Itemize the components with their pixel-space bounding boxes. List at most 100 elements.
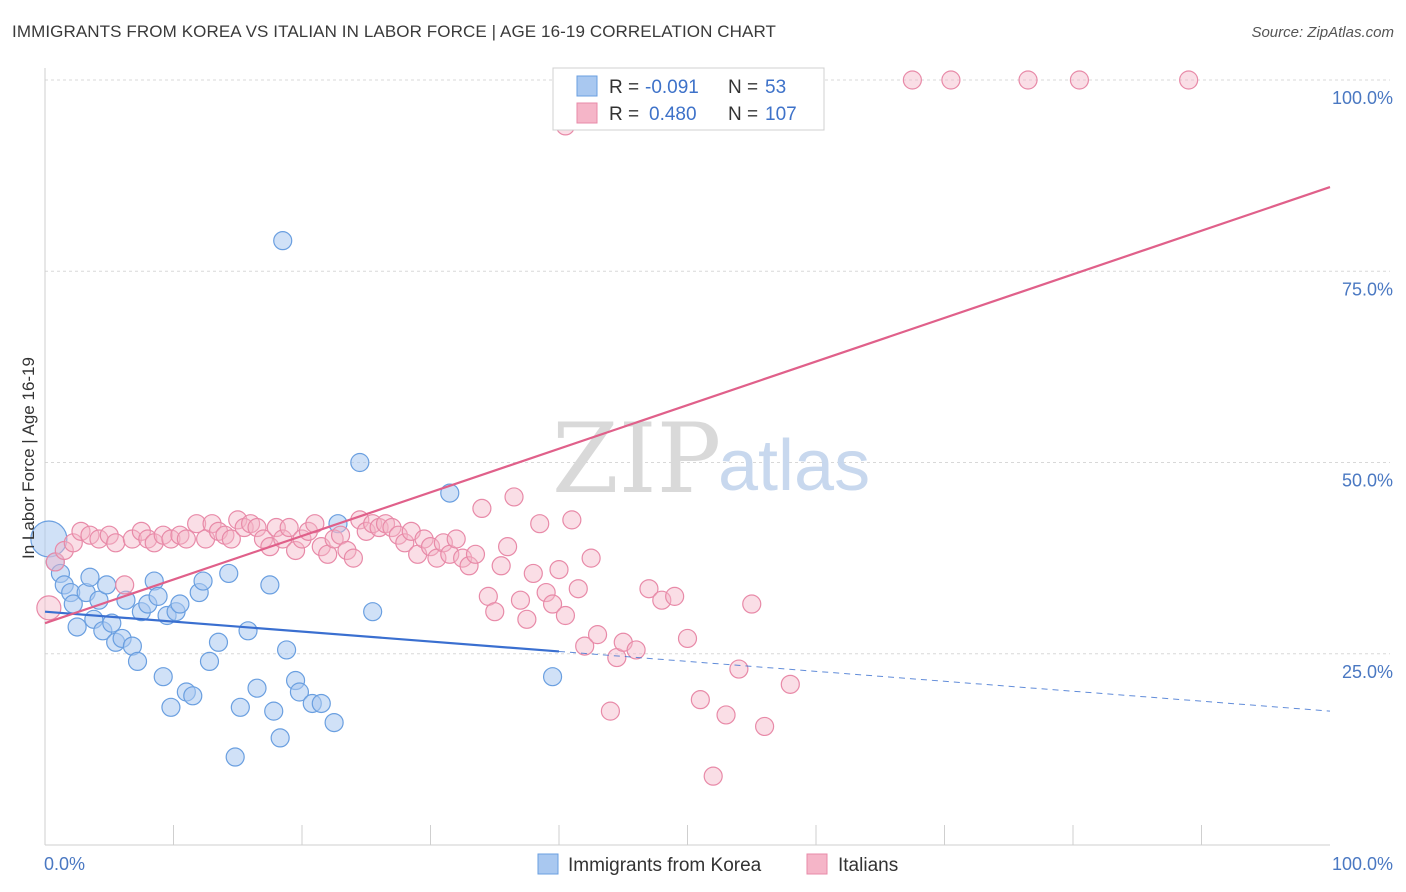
italian-point <box>716 705 736 725</box>
italian-point <box>504 487 524 507</box>
italian-point <box>187 514 207 534</box>
italian-point <box>742 594 762 614</box>
legend-r-label-italians: R = <box>609 104 639 125</box>
italian-trend-line <box>44 186 1331 625</box>
series-korea-points <box>30 231 563 767</box>
korea-trend-extension <box>558 650 1331 712</box>
italian-point <box>542 594 563 614</box>
korea-point <box>363 602 383 622</box>
korea-point <box>102 613 122 633</box>
italian-point <box>498 537 518 557</box>
italian-point <box>587 625 608 645</box>
italian-point <box>176 529 196 549</box>
legend-n-label-korea: N = <box>728 77 758 98</box>
y-tick-label: 50.0% <box>1342 471 1393 491</box>
trend-lines <box>44 186 1331 712</box>
italian-point <box>343 548 363 568</box>
italian-point <box>131 521 151 541</box>
korea-point <box>219 563 239 584</box>
italian-point <box>459 556 479 576</box>
italian-point <box>388 525 408 545</box>
watermark-atlas: atlas <box>718 426 870 506</box>
korea-point <box>311 693 331 714</box>
korea-point <box>89 590 109 610</box>
italian-point <box>523 563 543 584</box>
korea-point <box>270 728 290 748</box>
chart-title: IMMIGRANTS FROM KOREA VS ITALIAN IN LABO… <box>12 22 777 41</box>
italian-point <box>420 537 441 557</box>
italian-point <box>1179 70 1199 90</box>
italian-point <box>472 498 492 518</box>
bottom-legend: Immigrants from Korea Italians <box>537 853 898 876</box>
italian-point <box>414 529 434 549</box>
axes <box>44 68 1330 846</box>
korea-point <box>260 575 280 595</box>
legend-swatch-korea <box>576 75 598 97</box>
italian-point <box>902 70 922 90</box>
y-tick-label: 75.0% <box>1342 279 1393 299</box>
korea-point <box>148 586 168 606</box>
italian-point <box>247 517 267 538</box>
italian-point <box>729 659 749 679</box>
korea-point <box>542 667 563 687</box>
italian-point <box>221 529 241 549</box>
legend-frame <box>552 67 825 131</box>
italian-point <box>433 533 453 553</box>
italian-point <box>395 533 415 553</box>
italian-point <box>491 556 511 576</box>
korea-point <box>170 594 190 614</box>
korea-point <box>225 747 245 767</box>
korea-point <box>67 617 87 637</box>
italian-point <box>356 521 376 541</box>
korea-point <box>161 697 181 717</box>
korea-point <box>350 452 370 473</box>
chart-source: Source: ZipAtlas.com <box>1251 24 1394 41</box>
y-tick-label: 100.0% <box>1332 88 1393 108</box>
italian-point <box>228 510 248 530</box>
x-tick-labels: 0.0% 100.0% <box>44 854 1393 874</box>
italian-point <box>337 540 357 561</box>
legend-swatch-italians <box>576 102 598 124</box>
italian-point <box>1018 70 1038 90</box>
italian-point <box>703 766 723 786</box>
italian-point <box>941 70 961 90</box>
korea-point <box>264 701 284 721</box>
korea-point <box>153 667 173 687</box>
korea-point <box>80 567 100 587</box>
italian-point <box>568 579 588 599</box>
y-tick-label: 25.0% <box>1342 662 1393 682</box>
italian-point <box>1069 70 1090 90</box>
italian-point <box>562 510 582 530</box>
watermark: ZIP atlas <box>552 403 870 515</box>
korea-trend-line <box>44 610 560 653</box>
italian-point <box>581 548 601 568</box>
italian-point <box>36 595 62 621</box>
italian-point <box>279 517 299 538</box>
italian-point <box>517 609 537 629</box>
korea-point <box>116 590 136 610</box>
bottom-legend-label-italians: Italians <box>838 855 898 876</box>
korea-point <box>230 697 250 717</box>
legend-n-value-korea: 53 <box>765 77 786 98</box>
bottom-legend-label-korea: Immigrants from Korea <box>568 855 762 876</box>
korea-point <box>273 231 293 251</box>
italian-point <box>549 559 569 580</box>
x-tick-label-min: 0.0% <box>44 854 85 874</box>
italian-point <box>202 514 222 534</box>
italian-point <box>652 590 672 610</box>
grid <box>45 79 1390 655</box>
italian-point <box>536 582 556 603</box>
italian-point <box>677 628 698 649</box>
italian-point <box>285 540 306 561</box>
italian-point <box>382 517 402 538</box>
italian-point <box>106 533 126 553</box>
korea-point <box>199 651 220 672</box>
korea-point <box>440 483 460 503</box>
watermark-zip: ZIP <box>552 403 721 515</box>
italian-point <box>626 640 646 660</box>
italian-point <box>780 674 800 694</box>
italian-point <box>575 636 595 656</box>
italian-point <box>510 590 531 610</box>
italian-point <box>555 605 576 626</box>
